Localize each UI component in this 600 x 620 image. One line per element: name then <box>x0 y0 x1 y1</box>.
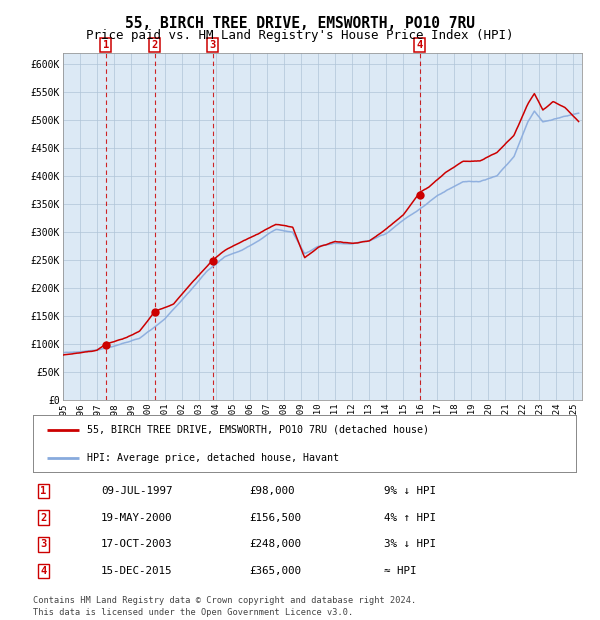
Text: 55, BIRCH TREE DRIVE, EMSWORTH, PO10 7RU: 55, BIRCH TREE DRIVE, EMSWORTH, PO10 7RU <box>125 16 475 30</box>
Text: 3: 3 <box>209 40 215 50</box>
Text: 2: 2 <box>151 40 158 50</box>
Text: 1: 1 <box>103 40 109 50</box>
Text: HPI: Average price, detached house, Havant: HPI: Average price, detached house, Hava… <box>88 453 340 463</box>
Text: £248,000: £248,000 <box>249 539 301 549</box>
Text: 9% ↓ HPI: 9% ↓ HPI <box>384 486 436 496</box>
Text: 19-MAY-2000: 19-MAY-2000 <box>101 513 172 523</box>
Text: 55, BIRCH TREE DRIVE, EMSWORTH, PO10 7RU (detached house): 55, BIRCH TREE DRIVE, EMSWORTH, PO10 7RU… <box>88 425 430 435</box>
Text: 17-OCT-2003: 17-OCT-2003 <box>101 539 172 549</box>
Text: 2: 2 <box>40 513 46 523</box>
Text: 4: 4 <box>40 566 46 576</box>
Text: ≈ HPI: ≈ HPI <box>384 566 416 576</box>
Text: 1: 1 <box>40 486 46 496</box>
Text: £156,500: £156,500 <box>249 513 301 523</box>
Text: 3: 3 <box>40 539 46 549</box>
Text: £98,000: £98,000 <box>249 486 295 496</box>
Text: 4: 4 <box>416 40 423 50</box>
Text: Contains HM Land Registry data © Crown copyright and database right 2024.
This d: Contains HM Land Registry data © Crown c… <box>33 596 416 617</box>
Text: £365,000: £365,000 <box>249 566 301 576</box>
Text: Price paid vs. HM Land Registry's House Price Index (HPI): Price paid vs. HM Land Registry's House … <box>86 29 514 42</box>
Text: 15-DEC-2015: 15-DEC-2015 <box>101 566 172 576</box>
Text: 09-JUL-1997: 09-JUL-1997 <box>101 486 172 496</box>
Text: 3% ↓ HPI: 3% ↓ HPI <box>384 539 436 549</box>
Text: 4% ↑ HPI: 4% ↑ HPI <box>384 513 436 523</box>
